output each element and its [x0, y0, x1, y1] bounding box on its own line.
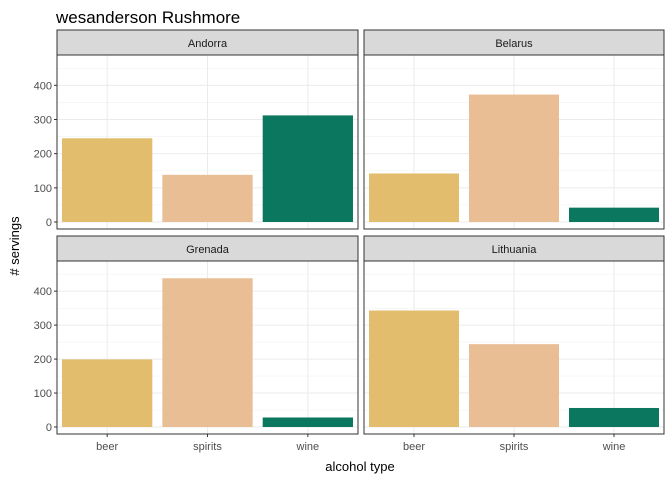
bar-wine — [569, 207, 659, 222]
facet-strip-label: Andorra — [188, 38, 228, 50]
facet-strip-label: Grenada — [186, 244, 230, 256]
bar-spirits — [469, 94, 559, 222]
x-tick-label: wine — [602, 441, 626, 453]
y-axis-title: # servings — [7, 216, 22, 276]
bar-spirits — [469, 344, 559, 427]
y-tick-label: 300 — [34, 115, 52, 127]
facet-strip — [363, 29, 665, 56]
bar-wine — [569, 407, 659, 427]
x-tick-label: beer — [96, 441, 118, 453]
bar-wine — [262, 115, 353, 222]
facet-panel-grenada: Grenada 0 100 200 300 400 beer spirits wine — [34, 235, 359, 453]
y-tick-label: 0 — [46, 422, 52, 434]
chart-title: wesanderson Rushmore — [55, 8, 240, 27]
y-tick-label: 100 — [34, 183, 52, 195]
facet-panels: Andorra 0 100 200 300 400 Belarus Grenada 0 100 20… — [34, 29, 665, 453]
x-tick-label: beer — [403, 441, 425, 453]
facet-panel-lithuania: Lithuania beer spirits wine — [363, 235, 665, 453]
facet-strip — [363, 235, 665, 262]
bar-spirits — [162, 278, 253, 427]
y-tick-label: 300 — [34, 320, 52, 332]
bar-beer — [369, 173, 459, 222]
facet-panel-belarus: Belarus — [363, 29, 665, 230]
y-tick-label: 100 — [34, 388, 52, 400]
x-tick-label: spirits — [500, 441, 529, 453]
bar-beer — [369, 310, 459, 427]
facet-strip-label: Belarus — [495, 38, 533, 50]
y-tick-label: 400 — [34, 286, 52, 298]
x-tick-label: wine — [296, 441, 320, 453]
y-tick-label: 0 — [46, 217, 52, 229]
bar-beer — [62, 359, 153, 427]
facet-panel-andorra: Andorra 0 100 200 300 400 — [34, 29, 359, 230]
facet-strip — [56, 235, 359, 262]
y-tick-label: 400 — [34, 80, 52, 92]
y-tick-label: 200 — [34, 354, 52, 366]
bar-spirits — [162, 174, 253, 222]
y-tick-label: 200 — [34, 149, 52, 161]
bar-beer — [62, 138, 153, 222]
x-tick-label: spirits — [193, 441, 222, 453]
bar-wine — [262, 417, 353, 427]
x-axis-title: alcohol type — [325, 459, 394, 474]
facet-strip — [56, 29, 359, 56]
facet-strip-label: Lithuania — [492, 244, 538, 256]
